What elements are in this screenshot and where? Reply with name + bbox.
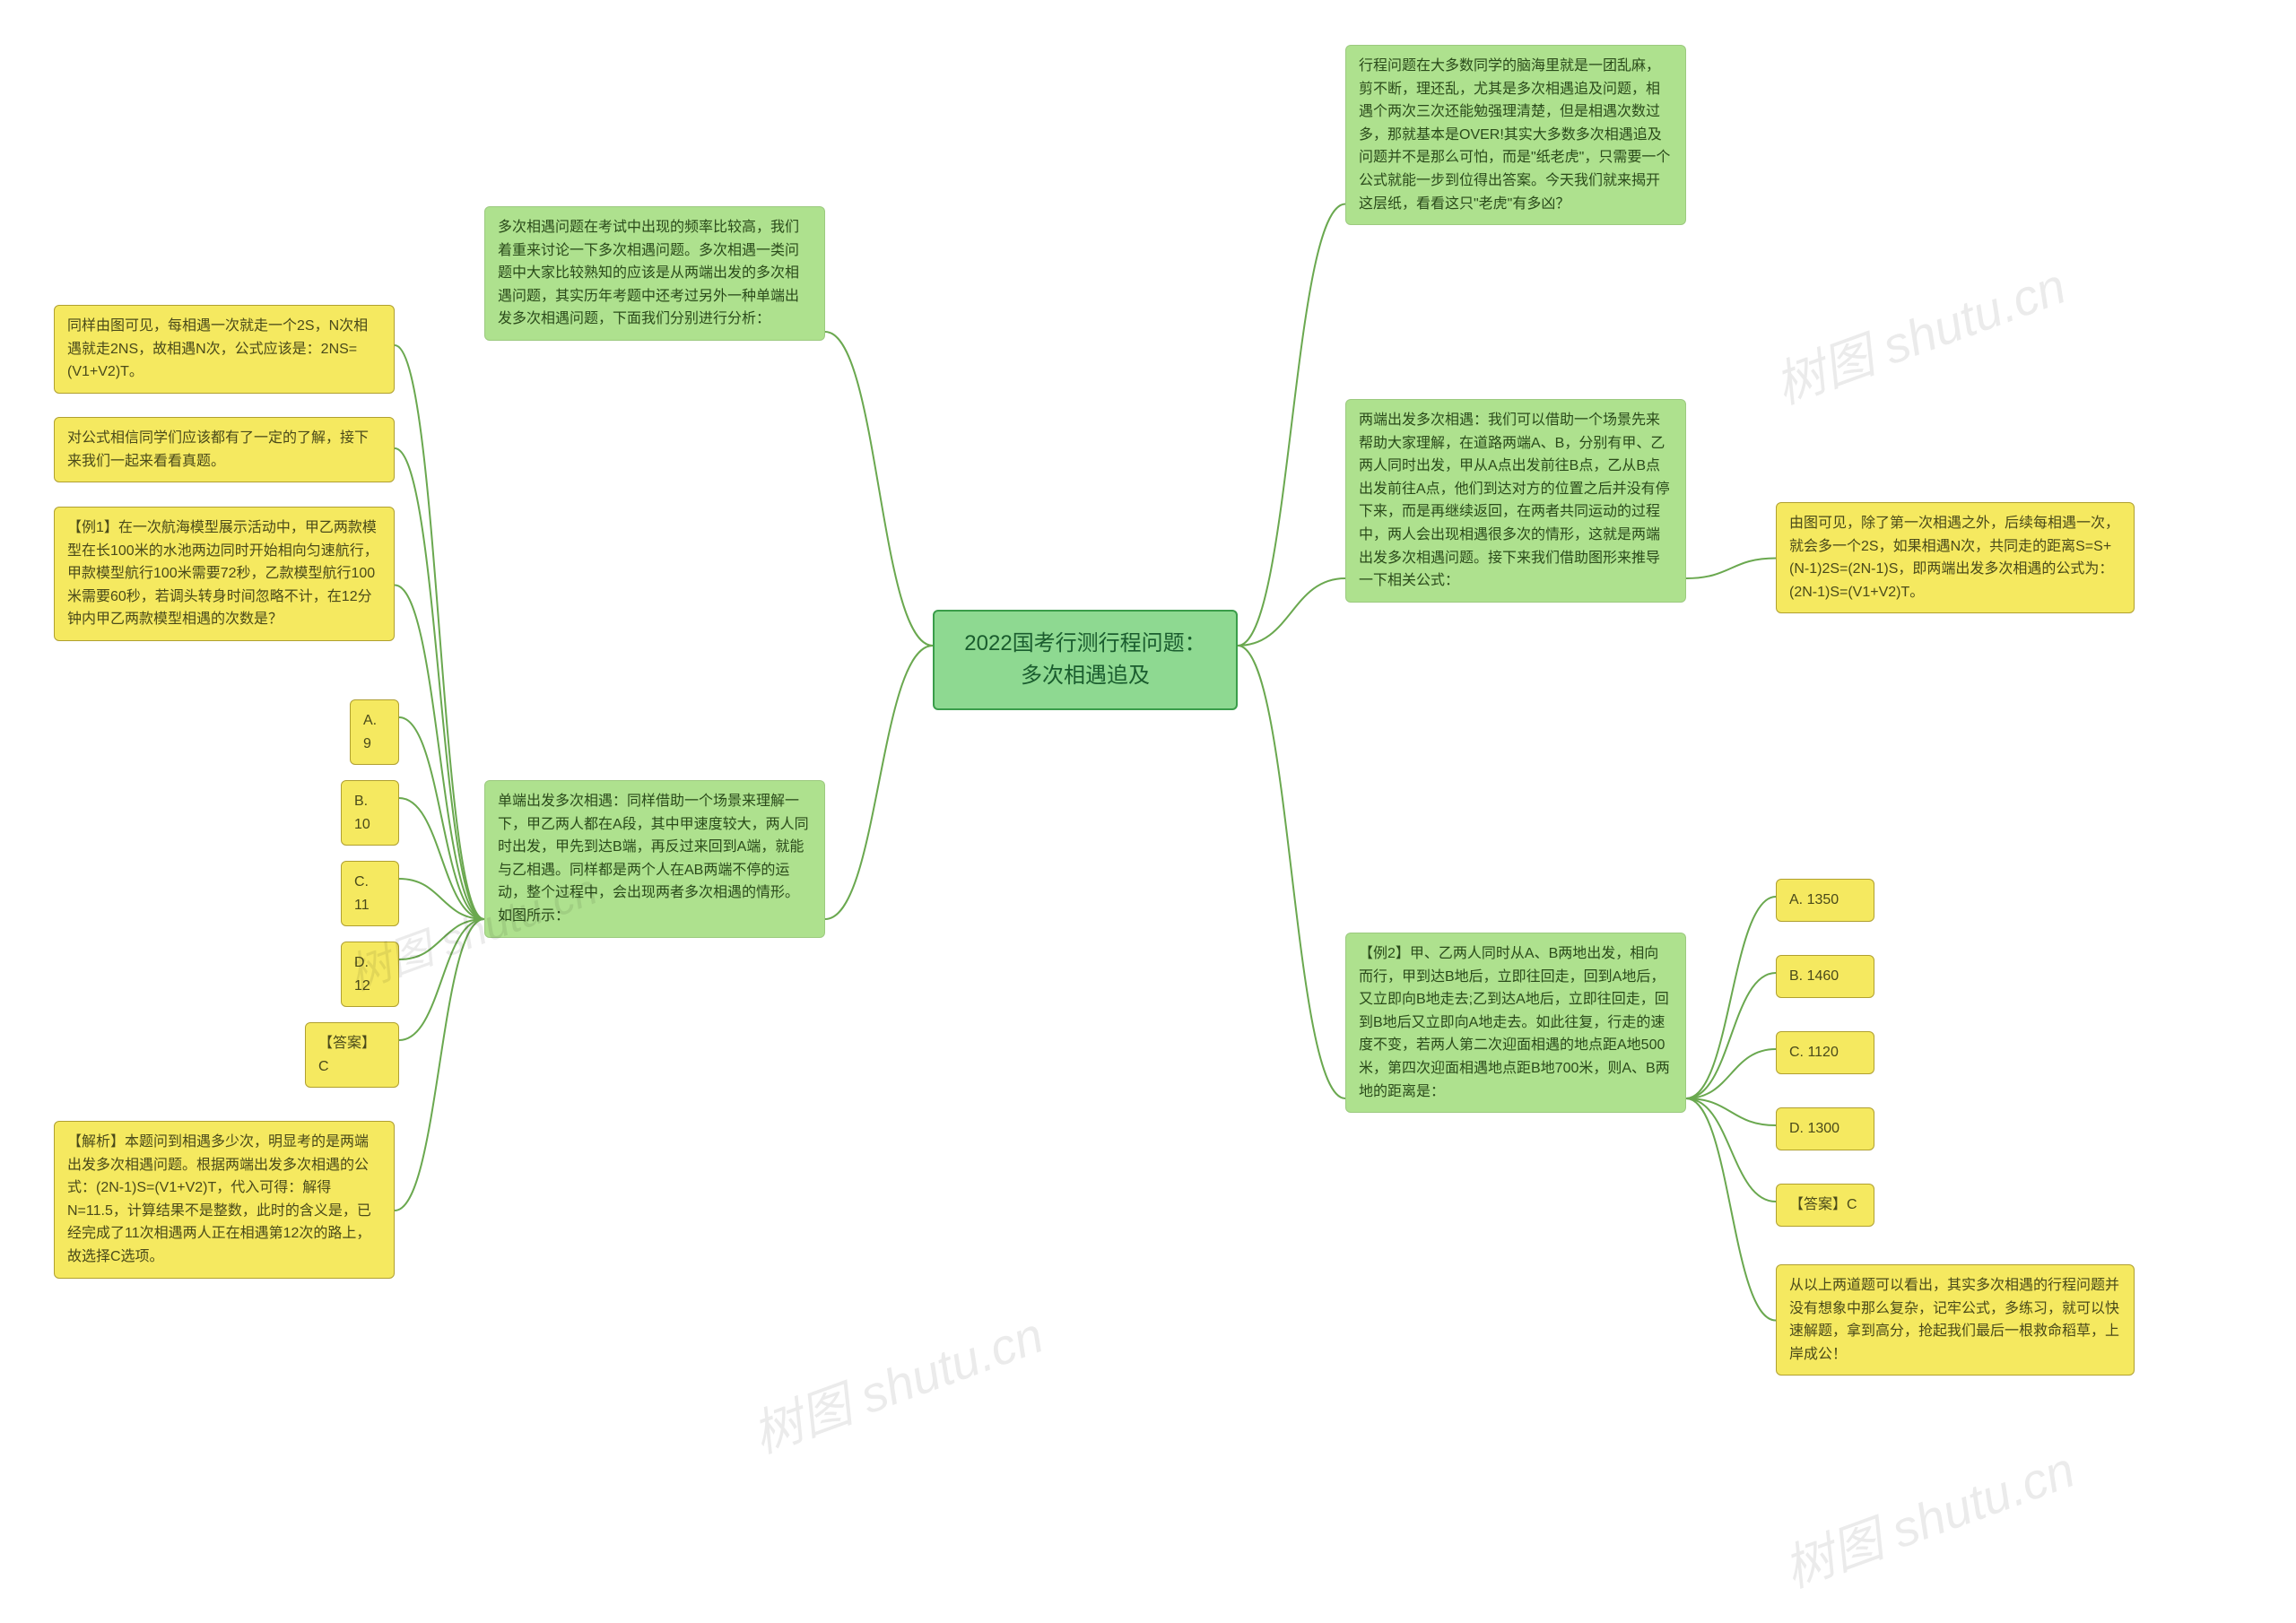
root-node[interactable]: 2022国考行测行程问题：多次相遇追及 xyxy=(933,610,1238,710)
right-node-r2[interactable]: 两端出发多次相遇：我们可以借助一个场景先来帮助大家理解，在道路两端A、B，分别有… xyxy=(1345,399,1686,603)
node-text: B. 1460 xyxy=(1789,968,1839,984)
right-node-r2a[interactable]: 由图可见，除了第一次相遇之外，后续每相遇一次，就会多一个2S，如果相遇N次，共同… xyxy=(1776,502,2135,613)
node-text: C. 1120 xyxy=(1789,1045,1839,1060)
left-node-l2d[interactable]: A. 9 xyxy=(350,699,399,765)
left-node-l2c[interactable]: 【例1】在一次航海模型展示活动中，甲乙两款模型在长100米的水池两边同时开始相向… xyxy=(54,507,395,641)
node-text: A. 1350 xyxy=(1789,892,1839,907)
left-node-l2e[interactable]: B. 10 xyxy=(341,780,399,846)
node-text: A. 9 xyxy=(363,713,377,751)
left-node-l2a[interactable]: 同样由图可见，每相遇一次就走一个2S，N次相遇就走2NS，故相遇N次，公式应该是… xyxy=(54,305,395,394)
right-node-r1[interactable]: 行程问题在大多数同学的脑海里就是一团乱麻，剪不断，理还乱，尤其是多次相遇追及问题… xyxy=(1345,45,1686,225)
right-node-r3[interactable]: 【例2】甲、乙两人同时从A、B两地出发，相向而行，甲到达B地后，立即往回走，回到… xyxy=(1345,933,1686,1113)
node-text: 单端出发多次相遇：同样借助一个场景来理解一下，甲乙两人都在A段，其中甲速度较大，… xyxy=(498,794,809,924)
right-node-r3f[interactable]: 从以上两道题可以看出，其实多次相遇的行程问题并没有想象中那么复杂，记牢公式，多练… xyxy=(1776,1264,2135,1376)
node-text: 两端出发多次相遇：我们可以借助一个场景先来帮助大家理解，在道路两端A、B，分别有… xyxy=(1359,412,1670,588)
left-node-l2g[interactable]: D. 12 xyxy=(341,942,399,1007)
right-node-r3b[interactable]: B. 1460 xyxy=(1776,955,1874,998)
left-node-l2b[interactable]: 对公式相信同学们应该都有了一定的了解，接下来我们一起来看看真题。 xyxy=(54,417,395,482)
watermark: 树图 shutu.cn xyxy=(1763,246,2074,418)
node-text: 【解析】本题问到相遇多少次，明显考的是两端出发多次相遇问题。根据两端出发多次相遇… xyxy=(67,1134,371,1264)
node-text: D. 12 xyxy=(354,955,370,994)
left-node-l2[interactable]: 单端出发多次相遇：同样借助一个场景来理解一下，甲乙两人都在A段，其中甲速度较大，… xyxy=(484,780,825,938)
node-text: 【例2】甲、乙两人同时从A、B两地出发，相向而行，甲到达B地后，立即往回走，回到… xyxy=(1359,946,1670,1099)
node-text: 多次相遇问题在考试中出现的频率比较高，我们着重来讨论一下多次相遇问题。多次相遇一… xyxy=(498,220,799,326)
node-text: 【例1】在一次航海模型展示活动中，甲乙两款模型在长100米的水池两边同时开始相向… xyxy=(67,520,378,627)
node-text: B. 10 xyxy=(354,794,370,832)
left-node-l1[interactable]: 多次相遇问题在考试中出现的频率比较高，我们着重来讨论一下多次相遇问题。多次相遇一… xyxy=(484,206,825,341)
watermark: 树图 shutu.cn xyxy=(741,1295,1052,1467)
right-node-r3e[interactable]: 【答案】C xyxy=(1776,1184,1874,1227)
node-text: 行程问题在大多数同学的脑海里就是一团乱麻，剪不断，理还乱，尤其是多次相遇追及问题… xyxy=(1359,58,1670,212)
node-text: C. 11 xyxy=(354,874,370,913)
node-text: 从以上两道题可以看出，其实多次相遇的行程问题并没有想象中那么复杂，记牢公式，多练… xyxy=(1789,1278,2119,1362)
node-text: 对公式相信同学们应该都有了一定的了解，接下来我们一起来看看真题。 xyxy=(67,430,369,469)
left-node-l2f[interactable]: C. 11 xyxy=(341,861,399,926)
node-text: 由图可见，除了第一次相遇之外，后续每相遇一次，就会多一个2S，如果相遇N次，共同… xyxy=(1789,516,2119,600)
node-text: D. 1300 xyxy=(1789,1121,1839,1136)
right-node-r3c[interactable]: C. 1120 xyxy=(1776,1031,1874,1074)
right-node-r3a[interactable]: A. 1350 xyxy=(1776,879,1874,922)
watermark: 树图 shutu.cn xyxy=(1772,1429,2083,1601)
node-text: 【答案】C xyxy=(1789,1197,1857,1212)
right-node-r3d[interactable]: D. 1300 xyxy=(1776,1107,1874,1150)
left-node-l2h[interactable]: 【答案】C xyxy=(305,1022,399,1088)
left-node-l2i[interactable]: 【解析】本题问到相遇多少次，明显考的是两端出发多次相遇问题。根据两端出发多次相遇… xyxy=(54,1121,395,1279)
node-text: 【答案】C xyxy=(318,1036,376,1074)
node-text: 同样由图可见，每相遇一次就走一个2S，N次相遇就走2NS，故相遇N次，公式应该是… xyxy=(67,318,368,379)
